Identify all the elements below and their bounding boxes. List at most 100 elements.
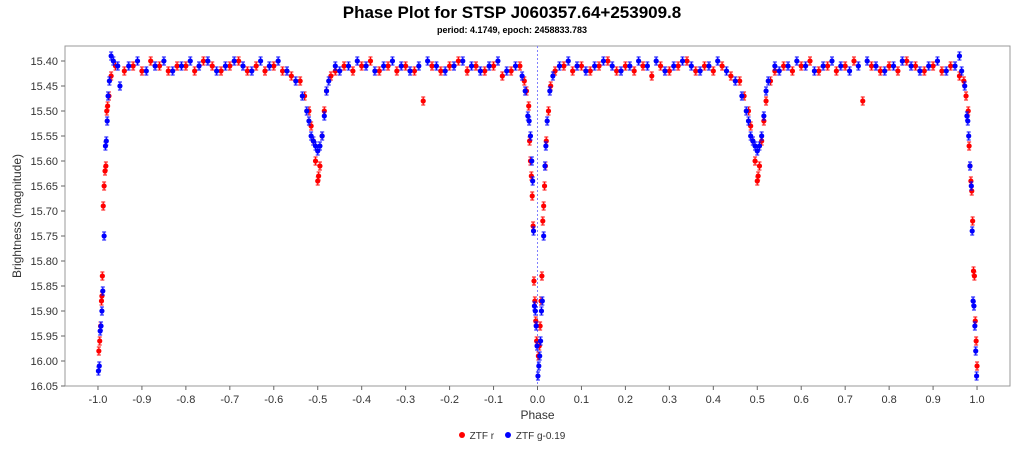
data-point-ztf-g: [855, 63, 861, 69]
data-point-ztf-g: [486, 63, 492, 69]
data-point-ztf-g: [284, 68, 290, 74]
y-tick-label: 16.00: [30, 356, 58, 368]
data-point-ztf-r: [570, 68, 576, 74]
data-point-ztf-g: [205, 58, 211, 64]
data-point-ztf-g: [354, 58, 360, 64]
data-point-ztf-g: [609, 63, 615, 69]
data-point-ztf-g: [433, 63, 440, 69]
data-point-ztf-r: [824, 63, 831, 69]
data-point-ztf-g: [539, 298, 545, 304]
data-point-ztf-r: [904, 58, 910, 64]
data-point-ztf-g: [134, 58, 141, 64]
y-tick-label: 15.60: [30, 156, 58, 168]
data-point-ztf-g: [745, 118, 752, 124]
data-point-ztf-r: [279, 68, 286, 74]
data-point-ztf-r: [411, 68, 418, 74]
data-point-ztf-g: [971, 303, 977, 309]
data-point-ztf-r: [545, 108, 552, 114]
data-point-ztf-g: [627, 63, 633, 69]
data-point-ztf-g: [723, 68, 730, 74]
data-point-ztf-r: [657, 63, 664, 69]
data-point-ztf-r: [420, 98, 426, 104]
data-point-ztf-r: [315, 178, 321, 184]
data-point-ztf-g: [95, 368, 102, 374]
data-point-ztf-g: [527, 133, 534, 139]
data-point-ztf-g: [969, 228, 975, 234]
data-point-ztf-g: [537, 338, 544, 344]
data-point-ztf-r: [312, 158, 319, 164]
data-point-ztf-g: [495, 58, 501, 64]
data-point-ztf-r: [622, 63, 629, 69]
y-axis-label: Brightness (magnitude): [10, 154, 24, 278]
data-point-ztf-r: [526, 103, 532, 109]
x-tick-label: -1.0: [88, 394, 107, 406]
data-point-ztf-r: [99, 293, 105, 299]
data-point-ztf-r: [540, 218, 546, 224]
data-point-ztf-g: [536, 363, 542, 369]
data-point-ztf-g: [962, 83, 968, 89]
data-point-ztf-g: [106, 78, 112, 84]
data-point-ztf-r: [288, 73, 294, 79]
data-point-ztf-g: [756, 143, 763, 149]
data-point-ztf-g: [917, 68, 923, 74]
legend-marker-red: [458, 432, 465, 439]
data-point-ztf-r: [970, 218, 976, 224]
data-point-ztf-r: [385, 63, 391, 69]
data-point-ztf-g: [533, 323, 539, 329]
data-point-ztf-g: [187, 58, 193, 64]
data-point-ztf-r: [508, 68, 514, 74]
data-point-ztf-r: [868, 63, 875, 69]
data-point-ztf-g: [326, 78, 332, 84]
data-point-ztf-r: [262, 68, 268, 74]
data-point-ztf-g: [926, 63, 932, 69]
data-point-ztf-r: [587, 68, 593, 74]
data-point-ztf-g: [389, 58, 396, 64]
data-point-ztf-r: [394, 68, 400, 74]
data-point-ztf-r: [737, 78, 743, 84]
data-point-ztf-r: [429, 63, 435, 69]
data-point-ztf-g: [152, 63, 158, 69]
data-point-ztf-r: [253, 63, 259, 69]
x-tick-label: 0.3: [662, 394, 677, 406]
data-point-ztf-g: [706, 63, 712, 69]
data-point-ztf-g: [565, 58, 571, 64]
data-point-ztf-g: [732, 78, 738, 84]
data-point-ztf-r: [860, 98, 866, 104]
data-point-ztf-r: [578, 63, 585, 69]
data-point-ztf-g: [275, 58, 281, 64]
x-tick-label: -0.6: [264, 394, 283, 406]
data-point-ztf-g: [653, 58, 659, 64]
data-point-ztf-r: [781, 63, 787, 69]
data-point-ztf-g: [968, 183, 974, 189]
data-point-ztf-r: [851, 58, 857, 64]
data-point-ztf-g: [98, 323, 104, 329]
x-tick-label: -0.3: [396, 394, 415, 406]
y-tick-label: 15.85: [30, 281, 58, 293]
data-point-ztf-r: [807, 58, 813, 64]
y-tick-label: 15.50: [30, 106, 58, 118]
data-point-ztf-r: [693, 68, 699, 74]
data-point-ztf-g: [763, 88, 769, 94]
data-point-ztf-r: [971, 273, 977, 279]
data-point-ztf-r: [103, 163, 109, 169]
data-point-ztf-g: [618, 68, 624, 74]
data-point-ztf-r: [101, 183, 107, 189]
data-point-ztf-g: [688, 63, 694, 69]
data-point-ztf-g: [550, 73, 556, 79]
data-point-ztf-g: [966, 133, 972, 139]
legend-label-ztf-g: ZTF g-0.19: [515, 431, 566, 442]
data-point-ztf-r: [842, 63, 848, 69]
data-point-ztf-g: [512, 63, 519, 69]
data-point-ztf-g: [715, 58, 721, 64]
data-point-ztf-g: [110, 58, 116, 64]
data-point-ztf-g: [126, 63, 132, 69]
data-point-ztf-g: [635, 58, 642, 64]
data-point-ztf-g: [425, 58, 431, 64]
x-tick-label: 0.0: [530, 394, 545, 406]
data-point-ztf-g: [398, 63, 404, 69]
data-point-ztf-r: [963, 93, 969, 99]
data-point-ztf-g: [170, 68, 176, 74]
data-point-ztf-r: [100, 203, 106, 209]
data-point-ztf-r: [756, 163, 763, 169]
data-point-ztf-g: [535, 373, 541, 379]
